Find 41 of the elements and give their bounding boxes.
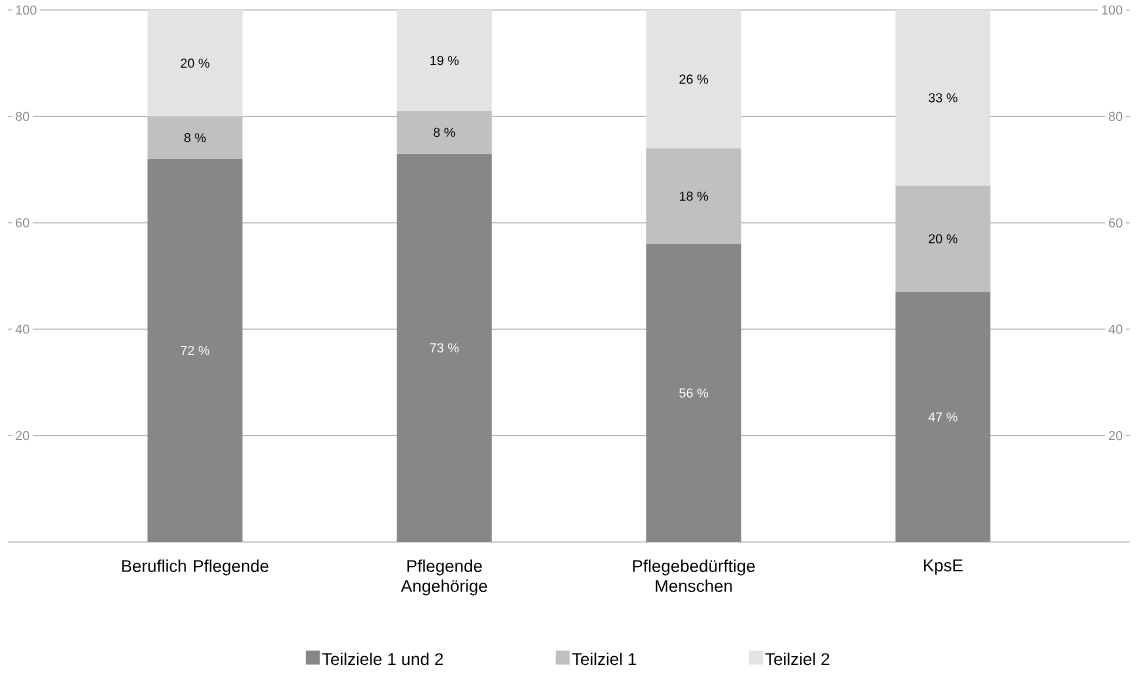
- bar: [646, 10, 742, 149]
- data-label: 18 %: [679, 191, 709, 201]
- data-label: 8 %: [433, 127, 456, 137]
- data-label: 72 %: [180, 345, 210, 356]
- data-label: 20 %: [928, 234, 958, 244]
- x-tick-label: Pflegebedürftige Menschen: [633, 559, 755, 593]
- bar: [396, 153, 492, 542]
- data-label: 8 %: [184, 133, 206, 143]
- data-label: 26 %: [679, 74, 709, 84]
- legend-label: Teilziel 2: [765, 652, 830, 666]
- data-label: 56 %: [679, 388, 709, 398]
- data-label: 19 %: [430, 55, 459, 66]
- bar: [147, 10, 243, 117]
- data-label: 33 %: [928, 93, 958, 103]
- y-tick-label: 60: [15, 218, 30, 228]
- y2-tick-label: 40: [1108, 324, 1123, 334]
- bar: [147, 116, 243, 159]
- y2-tick-label: 60: [1108, 218, 1123, 228]
- data-label: 73 %: [430, 343, 459, 353]
- bar: [895, 10, 991, 186]
- y-tick-label: 20: [15, 430, 30, 441]
- y-tick-label: 80: [15, 111, 30, 121]
- bar: [396, 111, 492, 154]
- y-tick-label: 100: [16, 5, 37, 15]
- bar: [895, 185, 991, 292]
- bar: [646, 244, 742, 542]
- x-tick-label: KpsE: [924, 559, 963, 575]
- y2-tick-label: 20: [1108, 430, 1123, 441]
- y2-tick-label: 80: [1108, 111, 1123, 121]
- bar: [895, 291, 991, 542]
- x-tick-label: Beruflich Pflegende: [122, 559, 269, 576]
- bar: [646, 148, 742, 245]
- data-label: 20 %: [180, 58, 210, 68]
- bar: [147, 158, 243, 542]
- bar: [396, 10, 492, 112]
- data-label: 47 %: [928, 412, 958, 422]
- legend-label: Teilziele 1 und 2: [322, 652, 443, 666]
- x-tick-label: Pflegende Angehörige: [400, 559, 488, 596]
- y-tick-label: 40: [15, 324, 30, 334]
- legend-label: Teilziel 1: [572, 652, 637, 666]
- y2-tick-label: 100: [1102, 5, 1123, 15]
